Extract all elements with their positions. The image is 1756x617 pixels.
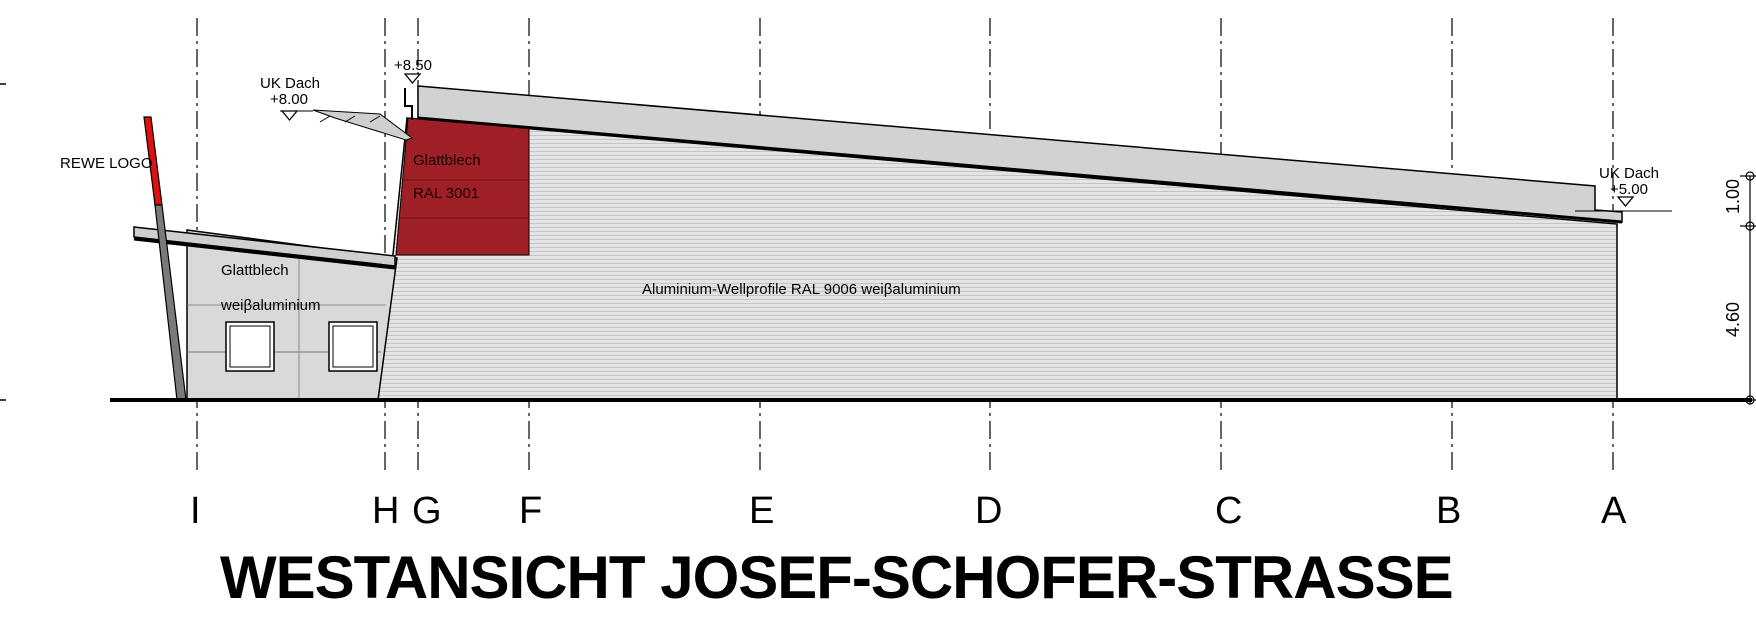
dimension-upper-label: 1.00	[1723, 179, 1743, 214]
level-marker-left	[280, 110, 312, 122]
rewe-logo-label: REWE LOGO	[60, 155, 153, 172]
level-right-label: +5.00	[1610, 181, 1648, 198]
axis-label-d: D	[975, 490, 1002, 532]
annex-window-right	[328, 321, 378, 372]
uk-dach-left-label: UK Dach	[260, 75, 320, 92]
axis-label-a: A	[1601, 490, 1627, 532]
axis-label-g: G	[412, 490, 442, 532]
ral-red-label: RAL 3001	[413, 185, 479, 202]
axis-label-e: E	[749, 490, 774, 532]
dimension-chain	[1740, 171, 1756, 405]
axis-label-c: C	[1215, 490, 1242, 532]
axis-label-b: B	[1436, 490, 1461, 532]
level-top-label: +8.50	[394, 57, 432, 74]
weissaluminium-label: weiβaluminium	[220, 297, 321, 314]
level-left-label: +8.00	[270, 91, 308, 108]
glattblech-white-label: Glattblech	[221, 262, 289, 279]
annex-window-left	[225, 321, 275, 372]
glattblech-red-label: Glattblech	[413, 152, 481, 169]
level-marker-right	[1616, 196, 1635, 208]
left-canopy-roof	[312, 109, 414, 141]
drawing-title: WESTANSICHT JOSEF-SCHOFER-STRASSE	[220, 544, 1453, 611]
level-marker-top	[403, 73, 422, 85]
axis-label-h: H	[372, 490, 399, 532]
axis-label-f: F	[519, 490, 542, 532]
wellprofile-label: Aluminium-Wellprofile RAL 9006 weiβalumi…	[642, 281, 961, 298]
axis-label-i: I	[190, 490, 201, 532]
annex-roof	[133, 226, 396, 267]
dimension-lower-label: 4.60	[1723, 302, 1743, 337]
uk-dach-right-label: UK Dach	[1599, 165, 1659, 182]
